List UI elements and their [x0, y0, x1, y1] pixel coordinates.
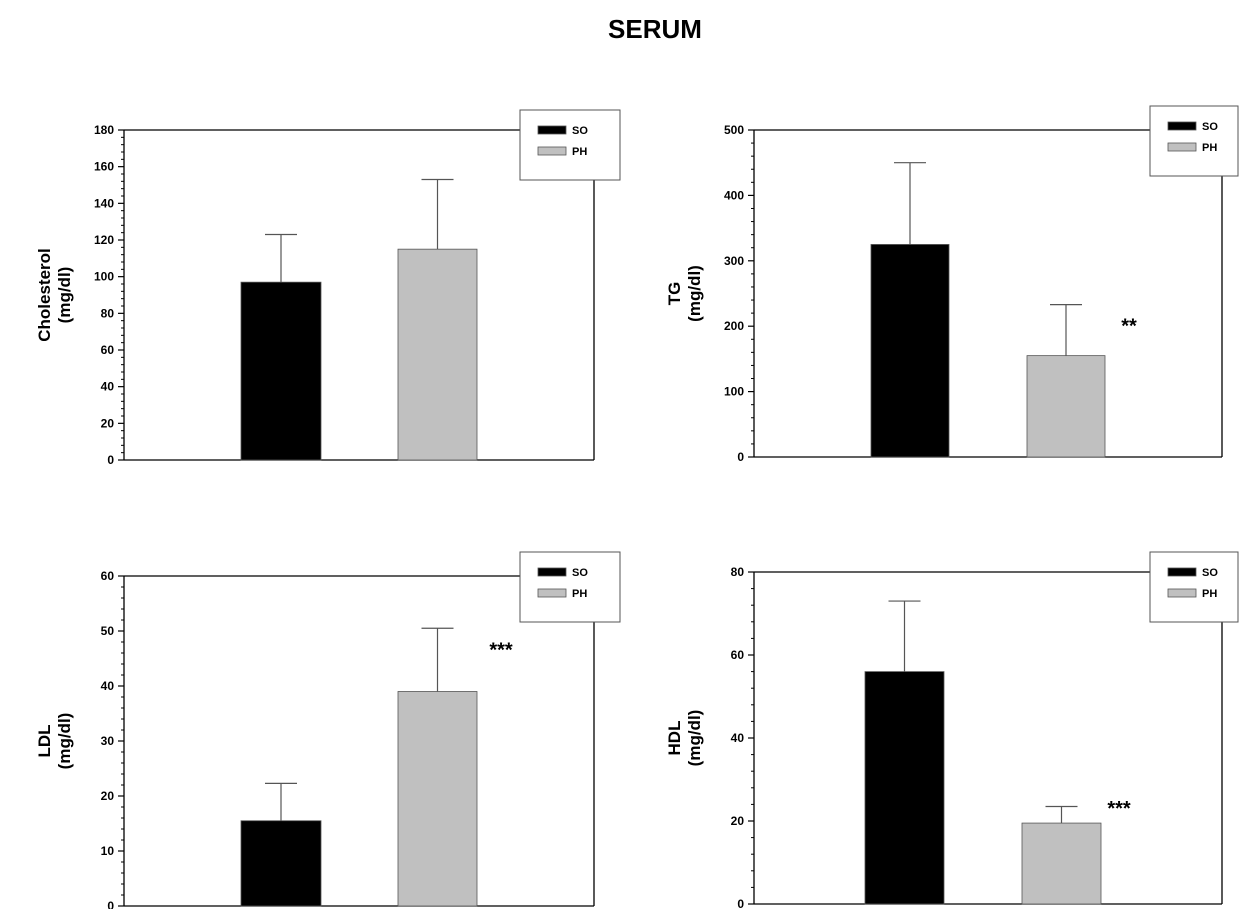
y-tick-label: 200	[724, 319, 744, 333]
y-axis-label: TG(mg/dl)	[665, 265, 704, 322]
legend-swatch-so	[537, 125, 567, 135]
legend-swatch-ph	[537, 146, 567, 156]
significance-marker: ***	[489, 639, 513, 661]
y-tick-label: 20	[101, 789, 115, 803]
chart-panel-0: 0 20 40 60 80 100 120 140 160 180 Cholesterol(mg/d…	[35, 109, 621, 467]
y-axis-label-line: LDL	[35, 724, 54, 757]
bar-so	[240, 820, 322, 907]
y-axis-label: Cholesterol(mg/dl)	[35, 248, 74, 342]
legend-box	[519, 551, 621, 623]
chart-panel-1: 0 100 200 300 400 500 TG(mg/dl) ** SO PH	[665, 105, 1239, 464]
legend-box	[1149, 551, 1239, 623]
y-tick-label: 0	[737, 897, 744, 909]
y-tick-label: 0	[107, 453, 114, 467]
legend-label: PH	[572, 588, 587, 600]
legend-swatch-so	[1167, 567, 1197, 577]
legend-swatch-so	[537, 567, 567, 577]
y-tick-label: 60	[101, 343, 115, 357]
legend: SO PH	[519, 551, 621, 623]
y-axis-label-line: Cholesterol	[35, 248, 54, 342]
y-tick-label: 20	[101, 416, 115, 430]
legend-swatch-ph	[1167, 588, 1197, 598]
legend-swatch-ph	[537, 588, 567, 598]
chart-panel-2: 0 10 20 30 40 50 60 LDL(mg/dl) *** SO PH	[35, 551, 621, 909]
y-tick-label: 120	[94, 233, 114, 247]
legend-label: PH	[1202, 142, 1217, 154]
y-axis-label-line: (mg/dl)	[55, 267, 74, 324]
significance-marker: **	[1121, 316, 1137, 338]
bar-ph	[1026, 355, 1106, 458]
y-tick-label: 180	[94, 123, 114, 137]
y-tick-label: 300	[724, 254, 744, 268]
y-axis-label-line: (mg/dl)	[685, 265, 704, 322]
legend-label: SO	[572, 125, 588, 137]
legend: SO PH	[1149, 105, 1239, 177]
bar-so	[864, 671, 945, 905]
y-tick-label: 40	[101, 679, 115, 693]
figure-title: SERUM	[608, 14, 702, 44]
y-tick-label: 20	[731, 814, 745, 828]
y-axis-label: HDL(mg/dl)	[665, 710, 704, 767]
y-tick-label: 60	[731, 648, 745, 662]
y-tick-label: 140	[94, 196, 114, 210]
y-tick-label: 0	[737, 450, 744, 464]
legend-label: PH	[572, 146, 587, 158]
y-tick-label: 0	[107, 899, 114, 909]
legend-box	[519, 109, 621, 181]
y-tick-label: 160	[94, 160, 114, 174]
legend-label: SO	[572, 567, 588, 579]
y-tick-label: 500	[724, 123, 744, 137]
legend-label: SO	[1202, 567, 1218, 579]
legend-label: PH	[1202, 588, 1217, 600]
y-tick-label: 10	[101, 844, 115, 858]
y-tick-label: 400	[724, 188, 744, 202]
y-tick-label: 100	[94, 270, 114, 284]
legend: SO PH	[1149, 551, 1239, 623]
y-tick-label: 30	[101, 734, 115, 748]
y-axis-label-line: (mg/dl)	[55, 713, 74, 770]
y-axis-label-line: HDL	[665, 721, 684, 756]
y-tick-label: 40	[731, 731, 745, 745]
bar-ph	[397, 248, 478, 461]
bar-so	[240, 281, 322, 461]
legend-swatch-so	[1167, 121, 1197, 131]
y-tick-label: 60	[101, 569, 115, 583]
bar-ph	[397, 691, 478, 907]
y-axis-label-line: TG	[665, 282, 684, 306]
y-axis-label-line: (mg/dl)	[685, 710, 704, 767]
bar-ph	[1021, 822, 1102, 905]
legend-label: SO	[1202, 121, 1218, 133]
bar-so	[870, 244, 950, 458]
y-tick-label: 80	[101, 306, 115, 320]
chart-panel-3: 0 20 40 60 80 HDL(mg/dl) *** SO PH	[665, 551, 1239, 909]
legend: SO PH	[519, 109, 621, 181]
y-tick-label: 50	[101, 624, 115, 638]
significance-marker: ***	[1107, 798, 1131, 820]
y-axis-label: LDL(mg/dl)	[35, 713, 74, 770]
y-tick-label: 40	[101, 380, 115, 394]
legend-swatch-ph	[1167, 142, 1197, 152]
y-tick-label: 80	[731, 565, 745, 579]
legend-box	[1149, 105, 1239, 177]
y-tick-label: 100	[724, 385, 744, 399]
